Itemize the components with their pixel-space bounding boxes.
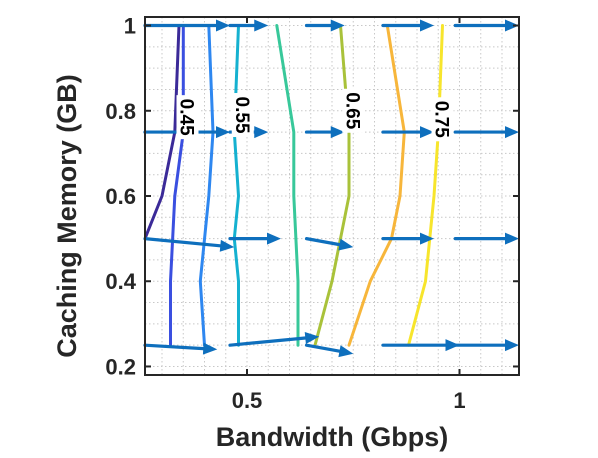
vector-arrow <box>304 126 345 139</box>
contour-label: 0.45 <box>176 95 199 140</box>
vector-arrow <box>453 232 519 245</box>
vector-arrow <box>453 339 519 352</box>
vector-arrow <box>228 19 269 32</box>
contour-label-text: 0.65 <box>341 92 362 129</box>
vector-arrow <box>304 19 345 32</box>
vector-arrow <box>143 342 218 355</box>
vector-arrow <box>381 339 460 352</box>
x-tick-label: 0.5 <box>232 388 263 413</box>
contour-label: 0.75 <box>431 97 454 142</box>
axis-ticks: 0.5 1 0.2 0.4 0.6 0.8 1 <box>105 14 519 413</box>
x-axis-title: Bandwidth (Gbps) <box>216 422 448 452</box>
vector-arrow <box>381 126 434 139</box>
vector-arrow <box>453 19 519 32</box>
y-tick-label: 0.4 <box>105 269 136 294</box>
x-tick-label: 1 <box>453 388 465 413</box>
contour-label: 0.55 <box>231 93 254 138</box>
contour-label-text: 0.75 <box>431 101 452 138</box>
contour-label-text: 0.45 <box>176 99 197 136</box>
contour-line-0.6 <box>275 24 300 347</box>
vector-arrow <box>228 332 320 347</box>
contour-label: 0.65 <box>341 88 365 133</box>
contour-line-0.5 <box>198 24 215 347</box>
contour-labels: 0.45 0.55 0.65 0.75 <box>176 88 454 142</box>
contour-line-0.7 <box>347 24 406 347</box>
vector-arrow <box>453 126 519 139</box>
y-axis-title: Caching Memory (GB) <box>52 74 82 358</box>
vector-arrow <box>381 232 434 245</box>
contour-line-0.4 <box>145 24 181 241</box>
y-tick-label: 0.2 <box>105 354 136 379</box>
vector-arrow <box>143 237 235 252</box>
contour-label-text: 0.55 <box>231 97 252 134</box>
y-tick-label: 0.8 <box>105 99 136 124</box>
vector-arrow <box>381 19 434 32</box>
vector-arrow <box>304 343 354 358</box>
vector-arrow <box>228 232 281 245</box>
vector-arrow <box>143 19 230 32</box>
y-tick-label: 0.6 <box>105 184 136 209</box>
contour-line-0.75 <box>407 24 444 347</box>
vector-field <box>143 19 519 358</box>
y-tick-label: 1 <box>124 14 136 39</box>
vector-arrow <box>304 237 354 251</box>
